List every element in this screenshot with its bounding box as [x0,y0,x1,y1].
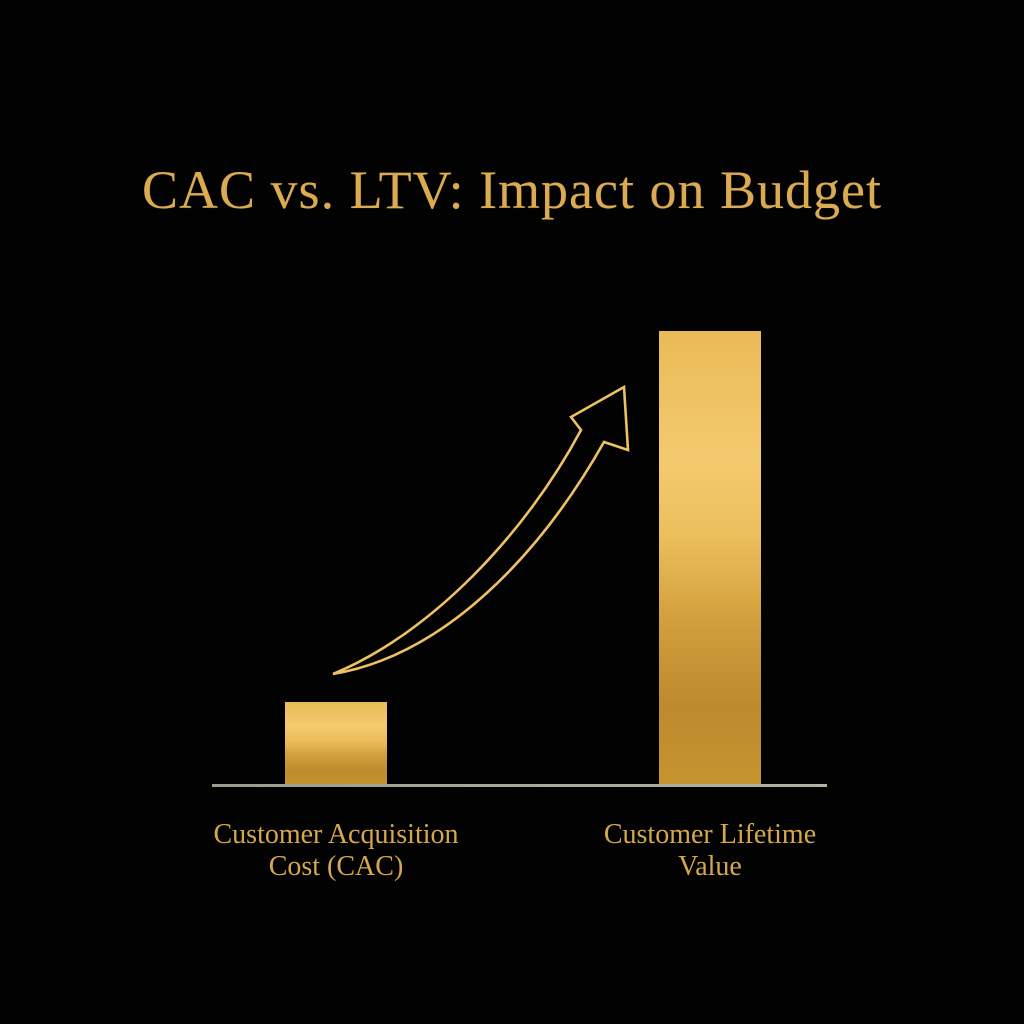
bar-cac [285,702,387,786]
bar-label-ltv-line1: Customer Lifetime [603,819,817,850]
bar-label-ltv: Customer Lifetime Value [550,819,870,884]
bar-label-ltv-line2: Value [678,851,742,883]
bar-label-cac: Customer Acquisition Cost (CAC) [176,819,496,884]
bar-label-cac-line1: Customer Acquisition [213,819,459,850]
x-axis-baseline [212,784,827,787]
bar-label-cac-line2: Cost (CAC) [268,851,404,883]
chart-title: CAC vs. LTV: Impact on Budget [142,160,882,220]
bar-ltv [659,331,761,786]
